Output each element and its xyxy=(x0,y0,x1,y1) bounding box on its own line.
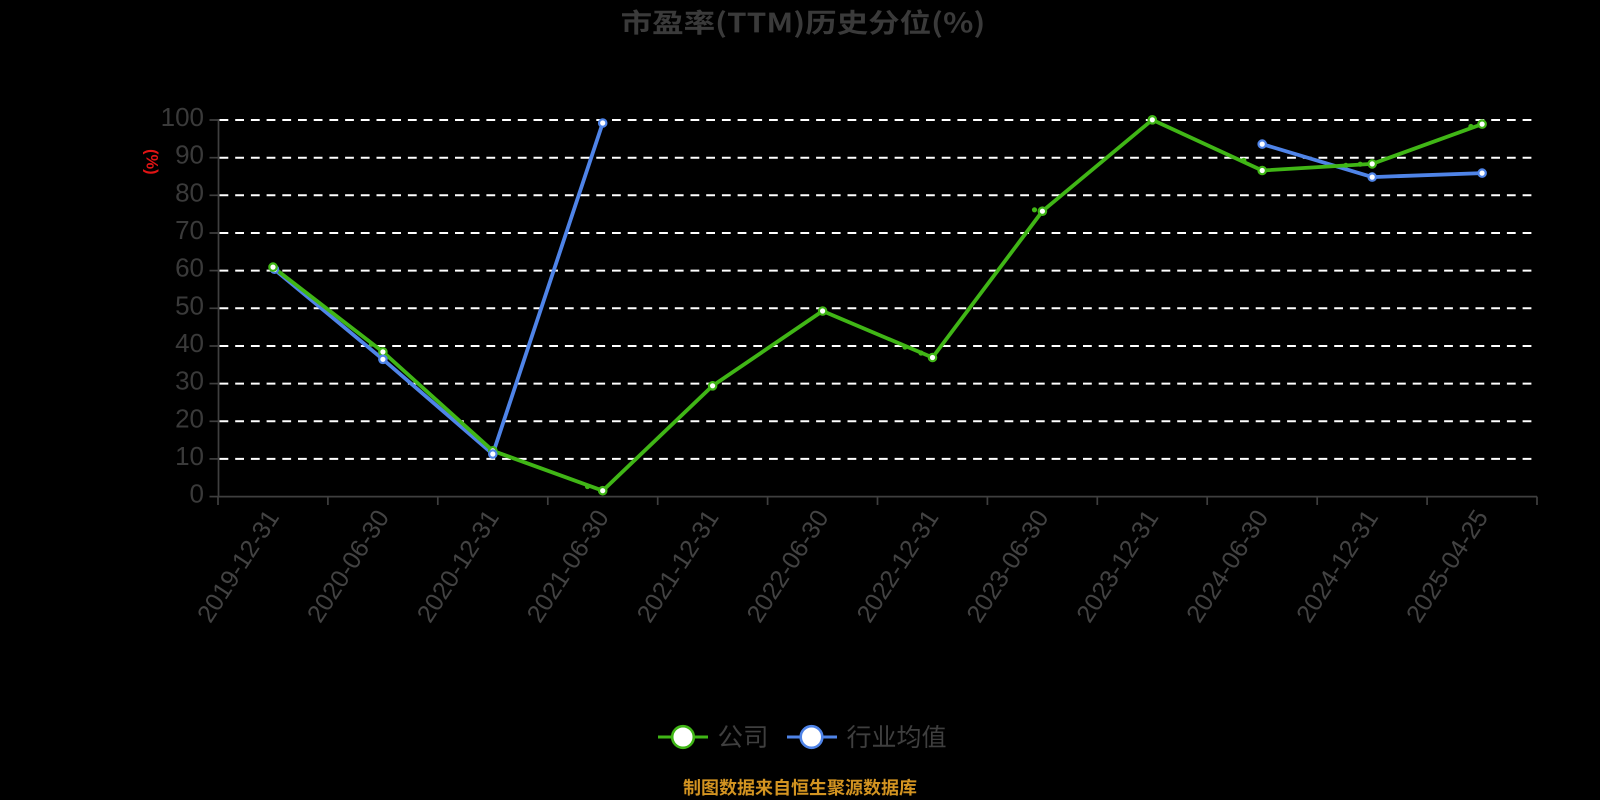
svg-text:60: 60 xyxy=(175,253,204,283)
svg-text:10: 10 xyxy=(175,441,204,471)
svg-text:50: 50 xyxy=(175,290,204,320)
svg-text:0: 0 xyxy=(190,479,204,509)
svg-text:(%): (%) xyxy=(143,149,161,175)
svg-text:100: 100 xyxy=(161,102,204,132)
svg-text:90: 90 xyxy=(175,140,204,170)
svg-text:40: 40 xyxy=(175,328,204,358)
svg-text:80: 80 xyxy=(175,177,204,207)
svg-text:30: 30 xyxy=(175,366,204,396)
svg-text:20: 20 xyxy=(175,403,204,433)
svg-text:70: 70 xyxy=(175,215,204,245)
